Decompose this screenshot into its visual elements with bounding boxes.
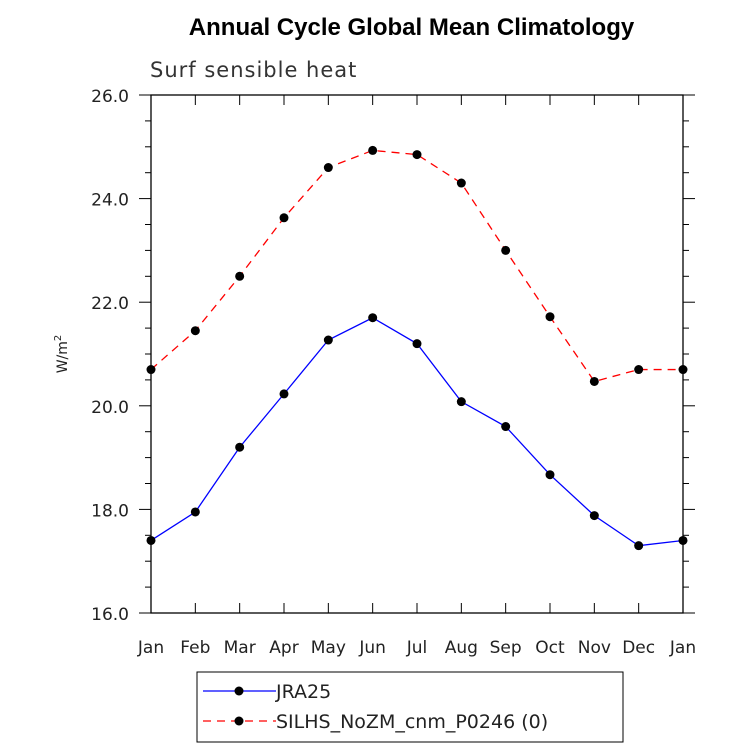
data-point-jra25 bbox=[501, 422, 511, 432]
data-point-silhs bbox=[368, 145, 378, 155]
series-line-jra25 bbox=[150, 317, 684, 547]
x-tick-label: Jan bbox=[137, 638, 164, 658]
data-point-jra25 bbox=[634, 541, 644, 551]
data-point-silhs bbox=[678, 365, 688, 375]
data-point-jra25 bbox=[190, 507, 200, 517]
chart-title: Annual Cycle Global Mean Climatology bbox=[188, 14, 635, 41]
data-point-silhs bbox=[323, 163, 333, 173]
legend-marker-silhs bbox=[234, 716, 244, 726]
y-tick-label: 20.0 bbox=[91, 398, 129, 418]
y-tick-label: 22.0 bbox=[91, 294, 129, 314]
chart-subtitle: Surf sensible heat bbox=[150, 58, 358, 82]
plot-frame bbox=[150, 94, 684, 614]
y-tick-label: 24.0 bbox=[91, 191, 129, 211]
legend: JRA25 SILHS_NoZM_cnm_P0246 (0) bbox=[196, 671, 624, 743]
data-point-silhs bbox=[190, 326, 200, 336]
series-layer bbox=[146, 145, 688, 551]
y-axis-label-superscript: 2 bbox=[53, 335, 64, 341]
data-point-silhs bbox=[456, 178, 466, 188]
data-point-jra25 bbox=[678, 535, 688, 545]
x-tick-label: Aug bbox=[445, 638, 478, 658]
data-point-jra25 bbox=[456, 397, 466, 407]
legend-label-jra25: JRA25 bbox=[275, 681, 331, 703]
x-tick-label: Oct bbox=[535, 638, 565, 658]
y-tick-label: 18.0 bbox=[91, 501, 129, 521]
data-point-silhs bbox=[501, 245, 511, 255]
data-point-silhs bbox=[545, 312, 555, 322]
data-point-silhs bbox=[235, 271, 245, 281]
data-point-silhs bbox=[412, 150, 422, 160]
y-tick-labels: 16.0 18.0 20.0 22.0 24.0 26.0 bbox=[91, 87, 129, 625]
data-point-silhs bbox=[279, 213, 289, 223]
x-tick-label: Dec bbox=[622, 638, 655, 658]
y-axis-label: W/m2 bbox=[53, 335, 71, 374]
data-point-jra25 bbox=[323, 335, 333, 345]
tick-marks bbox=[139, 94, 695, 614]
x-tick-label: Mar bbox=[224, 638, 256, 658]
data-point-jra25 bbox=[589, 511, 599, 521]
data-point-silhs bbox=[589, 376, 599, 386]
y-axis-label-unit: W/m bbox=[55, 341, 71, 373]
data-point-jra25 bbox=[368, 313, 378, 323]
legend-box bbox=[196, 671, 624, 743]
legend-label-silhs: SILHS_NoZM_cnm_P0246 (0) bbox=[276, 711, 548, 733]
data-point-silhs bbox=[634, 365, 644, 375]
y-tick-label: 26.0 bbox=[91, 87, 129, 107]
x-tick-label: Jun bbox=[358, 638, 386, 658]
data-point-jra25 bbox=[279, 389, 289, 399]
x-tick-labels: Jan Feb Mar Apr May Jun Jul Aug Sep Oct Nov Dec Jan bbox=[137, 638, 696, 658]
x-tick-label: Jul bbox=[406, 638, 428, 658]
y-tick-label: 16.0 bbox=[91, 605, 129, 625]
data-point-jra25 bbox=[545, 470, 555, 480]
x-tick-label: Feb bbox=[180, 638, 210, 658]
x-tick-label: Apr bbox=[269, 638, 298, 658]
data-point-jra25 bbox=[412, 339, 422, 349]
data-point-jra25 bbox=[235, 442, 245, 452]
x-tick-label: Sep bbox=[490, 638, 522, 658]
data-point-silhs bbox=[146, 365, 156, 375]
x-tick-label: Jan bbox=[669, 638, 696, 658]
legend-marker-jra25 bbox=[234, 686, 244, 696]
x-tick-label: Nov bbox=[578, 638, 611, 658]
data-point-jra25 bbox=[146, 535, 156, 545]
x-tick-label: May bbox=[311, 638, 346, 658]
